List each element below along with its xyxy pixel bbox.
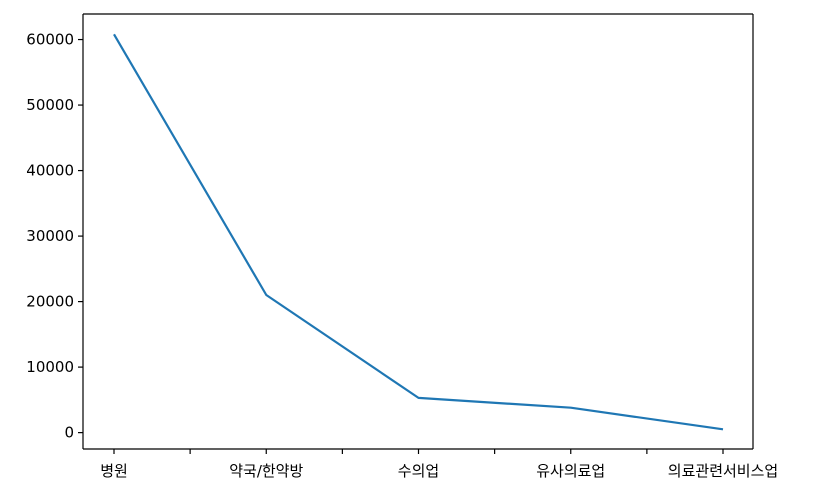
y-tick-label: 60000 [26,31,74,49]
x-tick-label: 수의업 [398,462,439,480]
y-tick-label: 0 [64,424,74,442]
x-tick-label: 의료관련서비스업 [668,462,778,480]
y-tick-label: 50000 [26,96,74,114]
x-tick-label: 약국/한약방 [229,462,303,480]
y-tick-label: 40000 [26,162,74,180]
x-tick-label: 병원 [100,462,128,480]
y-tick-label: 10000 [26,358,74,376]
x-tick-label: 유사의료업 [536,462,605,480]
series-line [113,33,724,431]
y-tick-label: 30000 [26,227,74,245]
y-tick-label: 20000 [26,293,74,311]
plot-area: 0 10000 20000 30000 40000 50000 60000 병원 약국/한약방 수… [26,13,778,480]
